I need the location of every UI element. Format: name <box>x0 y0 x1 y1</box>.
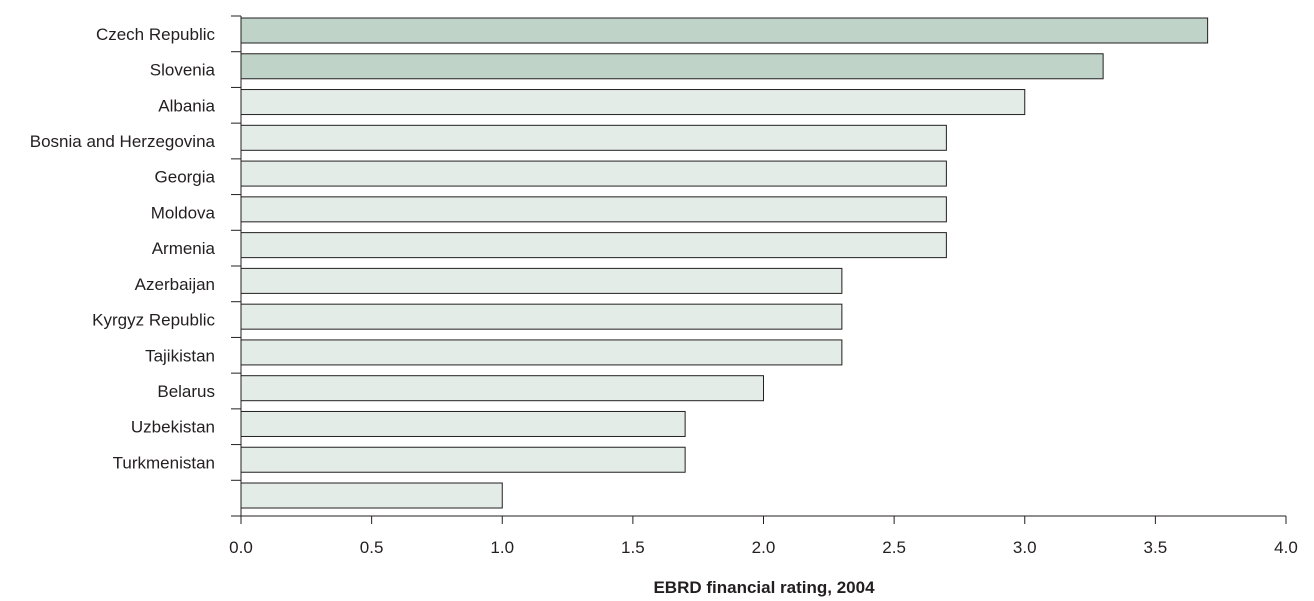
category-label: Tajikistan <box>145 346 215 365</box>
x-tick-label: 2.0 <box>752 538 776 557</box>
x-tick-label: 4.0 <box>1274 538 1298 557</box>
bar <box>240 446 686 473</box>
y-axis: Czech Republic Slovenia Albania Bosnia and … <box>30 15 242 517</box>
x-tick-label: 3.0 <box>1013 538 1037 557</box>
category-label: Slovenia <box>150 61 216 80</box>
bar <box>240 482 503 509</box>
category-label: Belarus <box>157 382 215 401</box>
bar <box>240 160 947 187</box>
bar <box>240 303 843 330</box>
category-label: Georgia <box>155 168 216 187</box>
category-label: Uzbekistan <box>131 418 215 437</box>
bar <box>240 17 1209 44</box>
category-label: Albania <box>158 96 215 115</box>
category-label: Kyrgyz Republic <box>92 311 215 330</box>
x-tick-label: 2.5 <box>882 538 906 557</box>
category-label: Moldova <box>151 203 216 222</box>
x-tick-label: 1.0 <box>490 538 514 557</box>
bar <box>240 410 686 437</box>
x-tick-label: 0.5 <box>360 538 384 557</box>
bars-group <box>240 17 1209 509</box>
bar <box>240 53 1104 80</box>
bar <box>240 375 764 402</box>
bar <box>240 232 947 259</box>
bar <box>240 267 843 294</box>
category-label: Czech Republic <box>96 25 216 44</box>
category-label: Azerbaijan <box>135 275 215 294</box>
x-tick-label: 1.5 <box>621 538 645 557</box>
bar <box>240 89 1026 116</box>
x-tick-label: 0.0 <box>229 538 253 557</box>
bar <box>240 196 947 223</box>
category-label: Armenia <box>152 239 216 258</box>
bar <box>240 339 843 366</box>
category-label: Turkmenistan <box>113 453 215 472</box>
x-tick-label: 3.5 <box>1144 538 1168 557</box>
x-axis-title: EBRD financial rating, 2004 <box>653 578 875 597</box>
x-axis: 0.0 0.5 1.0 1.5 2.0 2.5 3.0 3.5 4.0 <box>229 515 1298 557</box>
category-label: Bosnia and Herzegovina <box>30 132 216 151</box>
bar <box>240 124 947 151</box>
